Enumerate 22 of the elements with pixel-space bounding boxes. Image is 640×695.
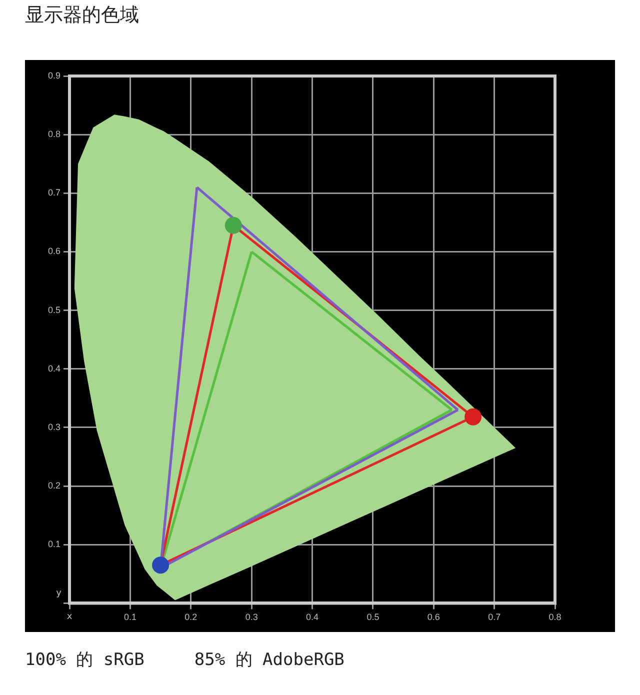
x-tick-label: 0.3 bbox=[245, 612, 258, 622]
x-tick-label: 0.8 bbox=[548, 612, 562, 622]
y-tick-label: 0.3 bbox=[48, 422, 61, 432]
y-tick-label: 0.4 bbox=[48, 363, 61, 374]
text: 85% 的 AdobeRGB bbox=[194, 650, 344, 670]
x-tick-label: 0.4 bbox=[306, 612, 319, 622]
y-axis-title: y bbox=[56, 588, 62, 599]
text: 100% 的 sRGB bbox=[25, 650, 144, 670]
y-tick-label: 0.7 bbox=[48, 188, 61, 198]
x-tick-label: 0.6 bbox=[427, 612, 440, 622]
chart-title: 显示器的色域 bbox=[25, 3, 139, 28]
x-tick-label: 0.7 bbox=[488, 612, 501, 622]
x-tick-label: 0.1 bbox=[124, 612, 136, 622]
x-tick-label: 0.2 bbox=[184, 612, 198, 622]
x-tick-label: 0.5 bbox=[366, 612, 380, 622]
x-axis-title: x bbox=[66, 612, 73, 622]
y-tick-label: 0.1 bbox=[48, 539, 61, 550]
y-tick-label: 0.9 bbox=[48, 70, 61, 80]
y-tick-label: 0.6 bbox=[48, 246, 61, 256]
y-tick-label: 0.5 bbox=[48, 304, 61, 315]
y-tick-label: 0.8 bbox=[48, 129, 61, 140]
y-tick-label: 0.2 bbox=[48, 480, 61, 491]
